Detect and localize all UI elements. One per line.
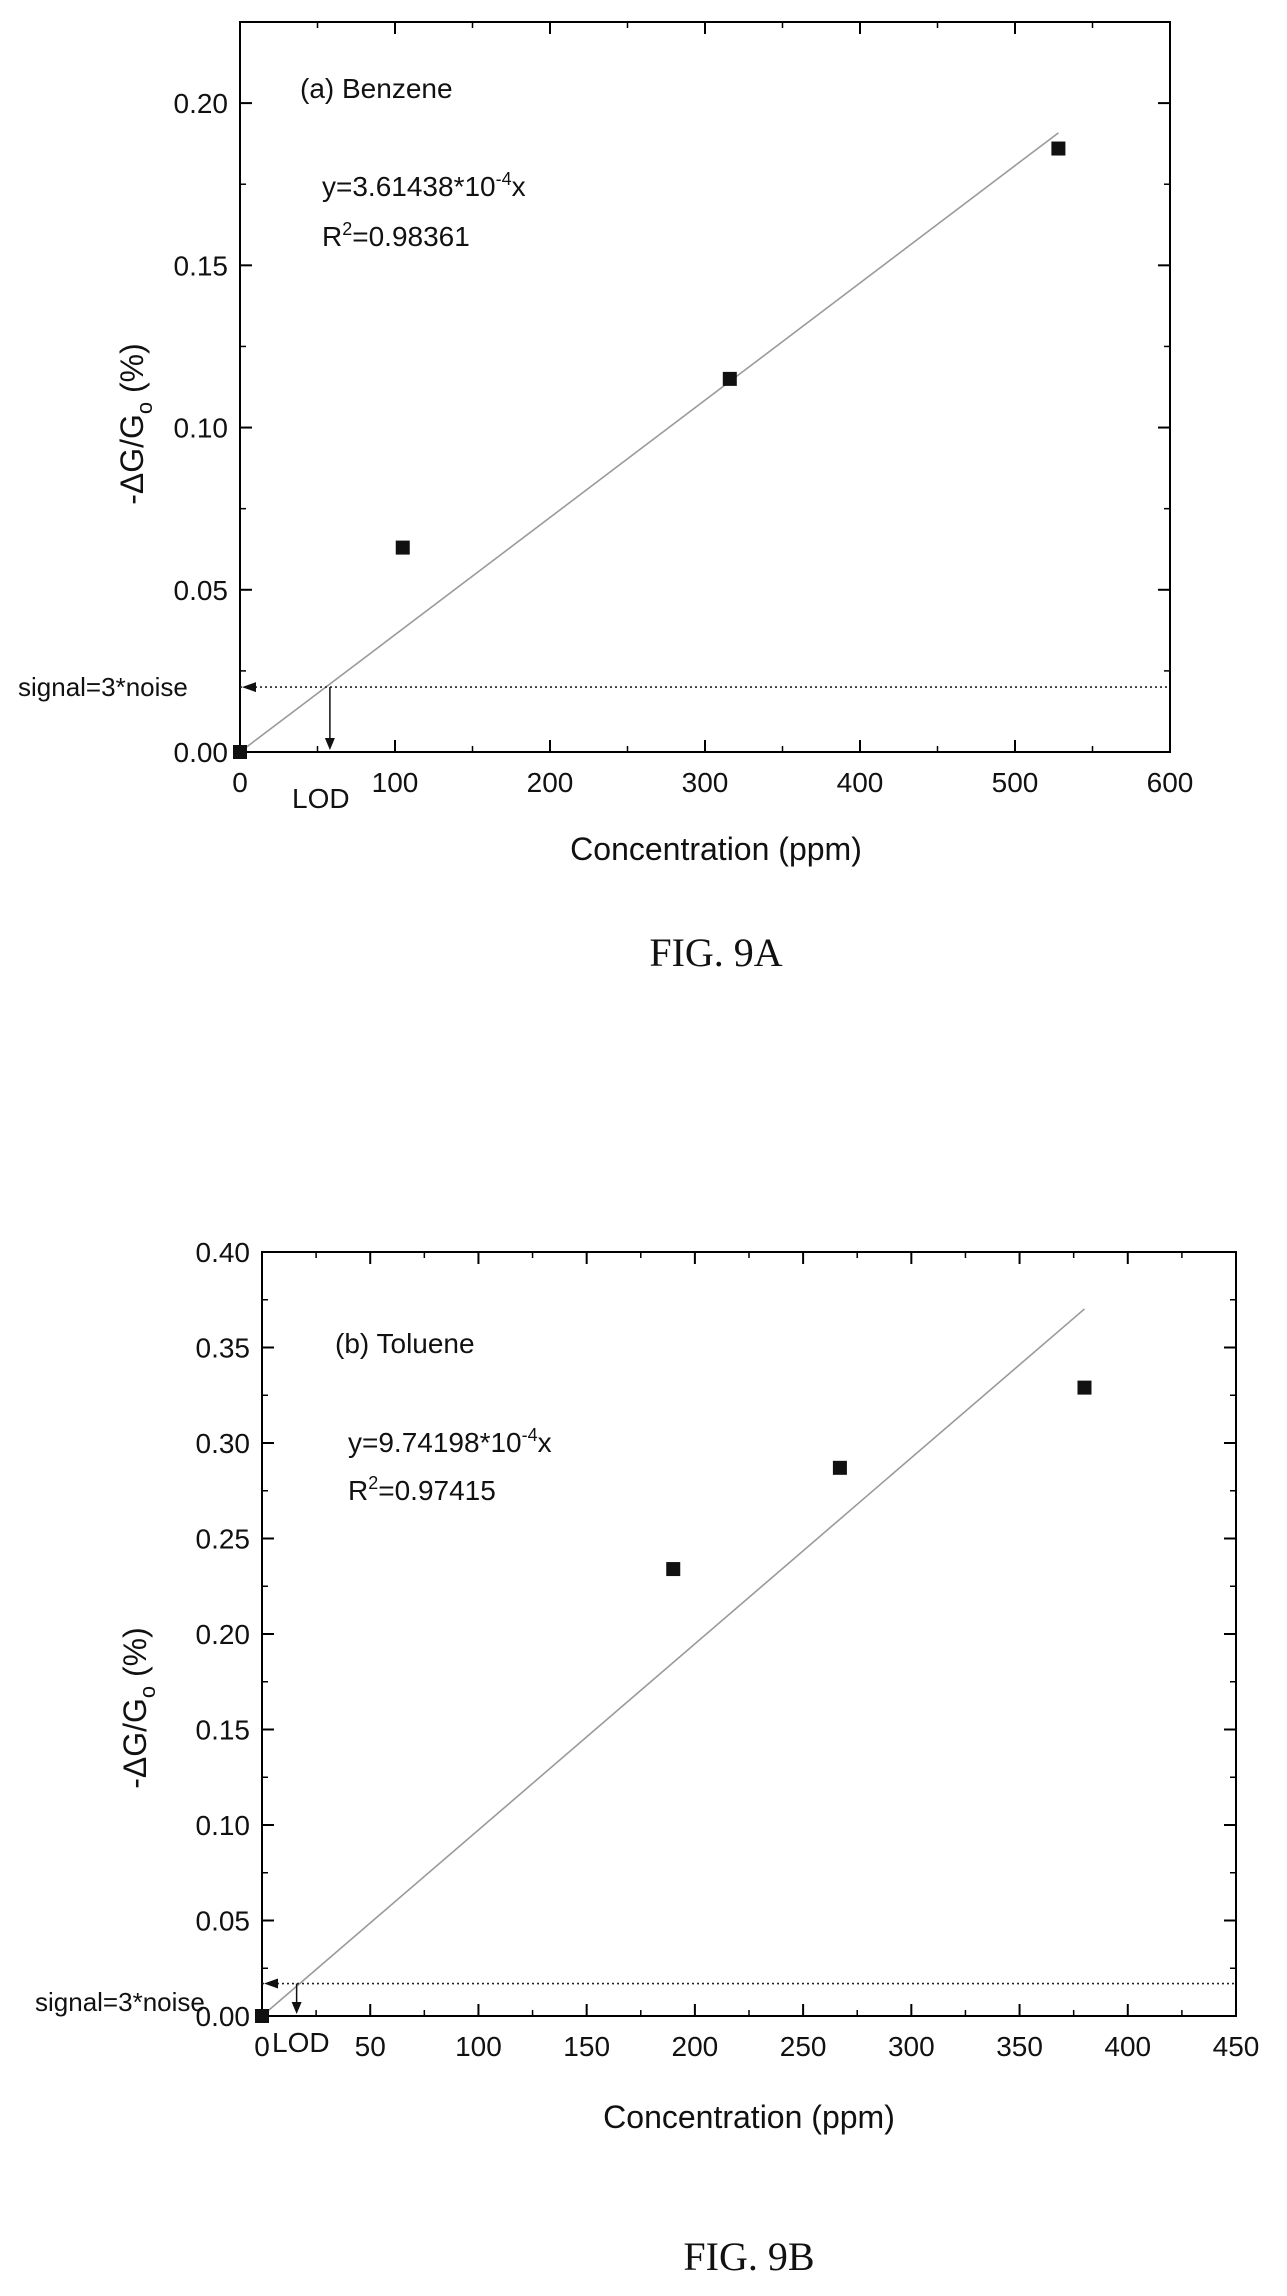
x-tick-label: 250 xyxy=(780,2031,827,2062)
y-tick-label: 0.00 xyxy=(196,2001,251,2032)
data-point xyxy=(722,371,737,386)
x-tick-label: 100 xyxy=(372,767,419,798)
panel-label: (b) Toluene xyxy=(335,1328,475,1359)
y-tick-label: 0.15 xyxy=(196,1715,251,1746)
x-tick-label: 300 xyxy=(682,767,729,798)
x-tick-label: 150 xyxy=(563,2031,610,2062)
y-tick-label: 0.00 xyxy=(174,737,229,768)
y-tick-label: 0.35 xyxy=(196,1333,251,1364)
figure-caption: FIG. 9B xyxy=(683,2234,814,2279)
x-tick-label: 350 xyxy=(996,2031,1043,2062)
lod-label: LOD xyxy=(272,2027,330,2058)
y-tick-label: 0.30 xyxy=(196,1428,251,1459)
r-squared: R2=0.98361 xyxy=(322,219,470,252)
figure-9b: 0 50 100 150 200 250 300 350 400 450 0.00 0.05 0.10 0… xyxy=(0,1230,1287,2296)
threshold-arrow xyxy=(242,682,256,693)
fit-line xyxy=(239,132,1059,753)
y-tick-label: 0.10 xyxy=(196,1810,251,1841)
plot-frame xyxy=(261,1251,1237,2017)
figure-9a: 0 100 200 300 400 500 600 0.00 0.05 0.10 0.15 0.20 … xyxy=(0,0,1287,1000)
x-axis-title: Concentration (ppm) xyxy=(603,2099,895,2135)
x-tick-label: 400 xyxy=(1104,2031,1151,2062)
data-point xyxy=(1077,1380,1092,1395)
y-tick-label: 0.20 xyxy=(174,88,229,119)
x-tick-label: 600 xyxy=(1147,767,1194,798)
fit-equation: y=3.61438*10-4x xyxy=(322,169,526,202)
lod-arrow xyxy=(291,2002,302,2014)
data-point xyxy=(395,540,410,555)
fit-line xyxy=(261,1308,1086,2017)
data-point xyxy=(1051,141,1066,156)
y-tick-label: 0.05 xyxy=(196,1906,251,1937)
lod-label: LOD xyxy=(292,783,350,814)
y-axis-title: -ΔG/Go (%) xyxy=(117,1627,160,1789)
x-tick-label: 400 xyxy=(837,767,884,798)
plot-frame xyxy=(239,21,1171,753)
x-tick-label: 300 xyxy=(888,2031,935,2062)
data-point xyxy=(233,745,247,759)
y-tick-label: 0.10 xyxy=(174,413,229,444)
y-tick-label: 0.25 xyxy=(196,1524,251,1555)
threshold-label: signal=3*noise xyxy=(18,672,188,702)
r-squared: R2=0.97415 xyxy=(348,1473,496,1506)
threshold-arrow xyxy=(264,1978,278,1989)
x-tick-label: 200 xyxy=(672,2031,719,2062)
panel-label: (a) Benzene xyxy=(300,73,453,104)
x-tick-label: 50 xyxy=(355,2031,386,2062)
x-axis-title: Concentration (ppm) xyxy=(570,831,862,867)
data-point xyxy=(666,1562,681,1577)
lod-arrow xyxy=(324,738,335,750)
x-tick-label: 0 xyxy=(254,2031,270,2062)
x-tick-label: 100 xyxy=(455,2031,502,2062)
x-tick-label: 0 xyxy=(232,767,248,798)
figure-caption: FIG. 9A xyxy=(649,930,782,975)
toluene-chart: 0 50 100 150 200 250 300 350 400 450 0.00 0.05 0.10 0… xyxy=(35,1237,1260,2279)
fit-equation: y=9.74198*10-4x xyxy=(348,1425,552,1458)
x-tick-label: 500 xyxy=(992,767,1039,798)
y-tick-label: 0.05 xyxy=(174,575,229,606)
data-point xyxy=(832,1460,847,1475)
y-axis-title: -ΔG/Go (%) xyxy=(114,343,157,505)
data-point xyxy=(255,2009,269,2023)
y-tick-label: 0.40 xyxy=(196,1237,251,1268)
benzene-chart: 0 100 200 300 400 500 6000.000.050.100.150.20 … xyxy=(18,21,1194,975)
x-tick-label: 200 xyxy=(527,767,574,798)
threshold-label: signal=3*noise xyxy=(35,1987,205,2017)
x-tick-label: 450 xyxy=(1213,2031,1260,2062)
y-tick-label: 0.15 xyxy=(174,250,229,281)
y-tick-label: 0.20 xyxy=(196,1619,251,1650)
